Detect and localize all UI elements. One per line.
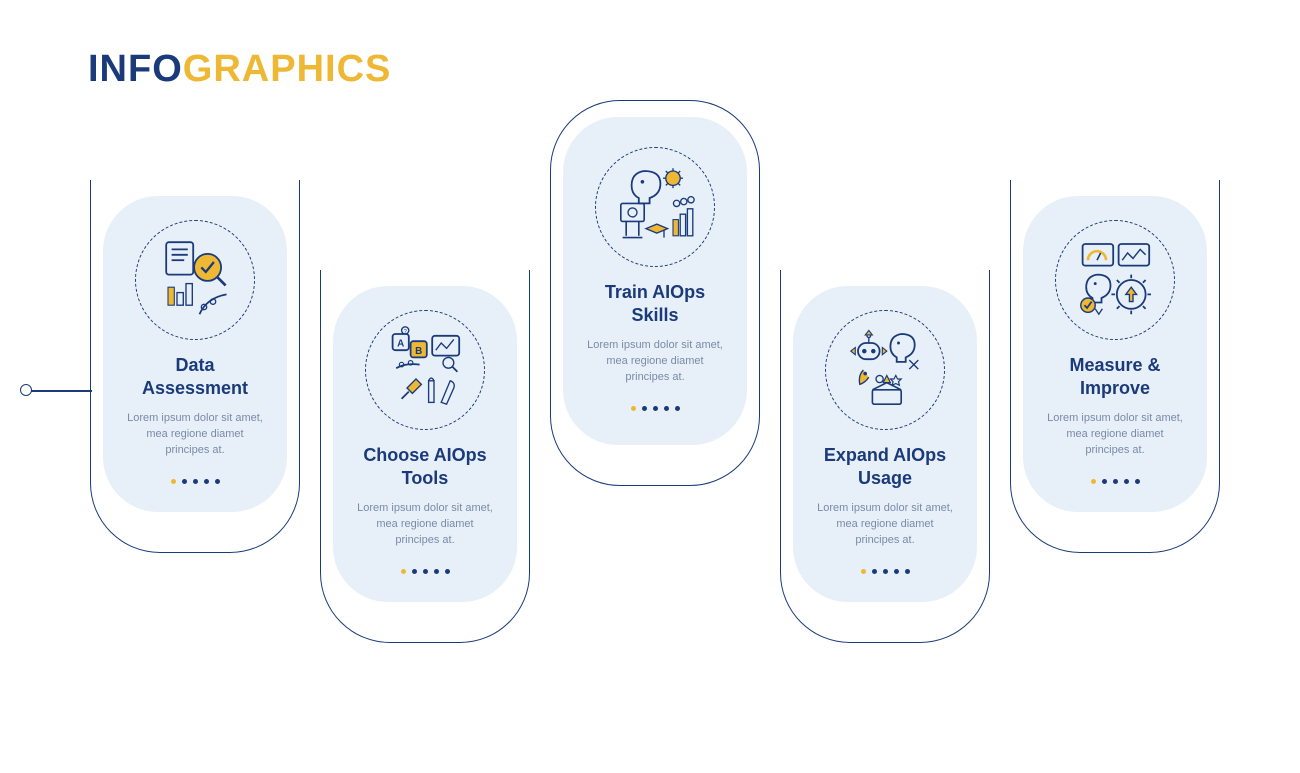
data-assessment-icon: [135, 220, 255, 340]
title-part-2: GRAPHICS: [183, 48, 392, 90]
card-desc: Lorem ipsum dolor sit amet, mea regione …: [577, 338, 733, 396]
card-title: Choose AIOps Tools: [347, 444, 503, 489]
card-title: Expand AIOps Usage: [807, 444, 963, 489]
step-dots: [577, 406, 733, 411]
step-dots: [1037, 479, 1193, 484]
connector-line: [26, 390, 92, 392]
measure-improve-icon: [1055, 220, 1175, 340]
choose-tools-icon: A B ?: [365, 310, 485, 430]
expand-usage-icon: [825, 310, 945, 430]
cards-container: Data Assessment Lorem ipsum dolor sit am…: [60, 90, 1240, 670]
card-desc: Lorem ipsum dolor sit amet, mea regione …: [117, 411, 273, 469]
card-desc: Lorem ipsum dolor sit amet, mea regione …: [347, 501, 503, 559]
train-skills-icon: [595, 147, 715, 267]
card-title: Train AIOps Skills: [577, 281, 733, 326]
card-desc: Lorem ipsum dolor sit amet, mea regione …: [807, 501, 963, 559]
card-expand-usage: Expand AIOps Usage Lorem ipsum dolor sit…: [780, 270, 990, 643]
card-train-skills: Train AIOps Skills Lorem ipsum dolor sit…: [550, 100, 760, 486]
title-part-1: INFO: [88, 48, 183, 90]
svg-text:?: ?: [404, 329, 407, 335]
card-title: Measure & Improve: [1037, 354, 1193, 399]
card-desc: Lorem ipsum dolor sit amet, mea regione …: [1037, 411, 1193, 469]
card-title: Data Assessment: [117, 354, 273, 399]
card-measure-improve: Measure & Improve Lorem ipsum dolor sit …: [1010, 180, 1220, 553]
page-title: INFOGRAPHICS: [88, 48, 391, 91]
svg-text:B: B: [415, 346, 422, 357]
step-dots: [117, 479, 273, 484]
step-dots: [347, 569, 503, 574]
connector-start-dot: [20, 384, 32, 396]
svg-text:A: A: [397, 339, 404, 350]
card-data-assessment: Data Assessment Lorem ipsum dolor sit am…: [90, 180, 300, 553]
card-choose-tools: A B ?: [320, 270, 530, 643]
step-dots: [807, 569, 963, 574]
